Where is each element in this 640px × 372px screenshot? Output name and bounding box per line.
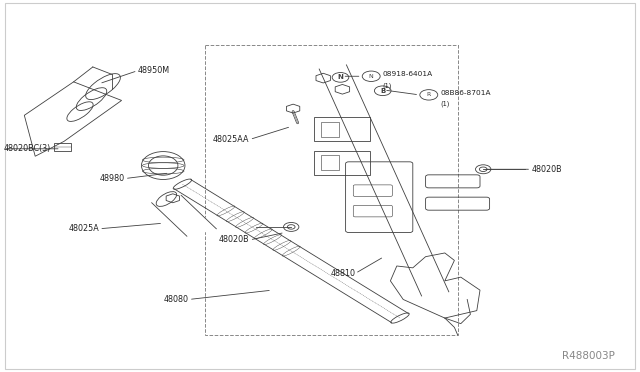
Text: 08B86-8701A: 08B86-8701A [440,90,491,96]
Bar [54,143,71,151]
Text: 48020B: 48020B [219,235,250,244]
Text: B: B [380,88,385,94]
Text: (1): (1) [383,82,392,89]
Text: N: N [369,74,374,79]
Text: 48950M: 48950M [138,66,170,75]
Bar [321,155,339,170]
Text: 48025A: 48025A [68,224,99,233]
Text: R: R [427,92,431,97]
Text: 48810: 48810 [330,269,355,278]
Bar [321,122,339,137]
Text: 48080: 48080 [164,295,189,304]
Polygon shape [319,65,449,296]
Text: (1): (1) [440,101,450,108]
Text: N: N [337,74,344,80]
Polygon shape [152,195,216,236]
Text: 48025AA: 48025AA [213,135,250,144]
Text: R488003P: R488003P [561,351,614,361]
Text: 48980: 48980 [100,174,125,183]
Text: 48020B: 48020B [531,165,562,174]
Text: 08918-6401A: 08918-6401A [383,71,433,77]
Text: 48020BC(3): 48020BC(3) [3,144,51,153]
